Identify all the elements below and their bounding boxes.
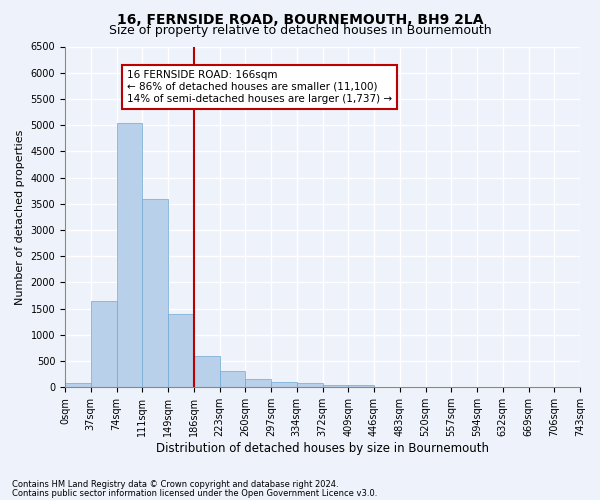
Bar xyxy=(91,300,116,387)
Bar xyxy=(116,122,142,387)
Bar xyxy=(323,384,348,387)
Text: 16 FERNSIDE ROAD: 166sqm
← 86% of detached houses are smaller (11,100)
14% of se: 16 FERNSIDE ROAD: 166sqm ← 86% of detach… xyxy=(127,70,392,104)
Bar xyxy=(220,372,245,387)
Bar xyxy=(271,382,297,387)
Bar xyxy=(297,384,323,387)
Bar xyxy=(245,380,271,387)
Text: Size of property relative to detached houses in Bournemouth: Size of property relative to detached ho… xyxy=(109,24,491,37)
Bar xyxy=(65,384,91,387)
X-axis label: Distribution of detached houses by size in Bournemouth: Distribution of detached houses by size … xyxy=(156,442,489,455)
Text: 16, FERNSIDE ROAD, BOURNEMOUTH, BH9 2LA: 16, FERNSIDE ROAD, BOURNEMOUTH, BH9 2LA xyxy=(117,12,483,26)
Bar xyxy=(142,198,168,387)
Bar xyxy=(168,314,194,387)
Text: Contains public sector information licensed under the Open Government Licence v3: Contains public sector information licen… xyxy=(12,488,377,498)
Y-axis label: Number of detached properties: Number of detached properties xyxy=(15,129,25,304)
Bar xyxy=(194,356,220,387)
Text: Contains HM Land Registry data © Crown copyright and database right 2024.: Contains HM Land Registry data © Crown c… xyxy=(12,480,338,489)
Bar xyxy=(348,384,374,387)
